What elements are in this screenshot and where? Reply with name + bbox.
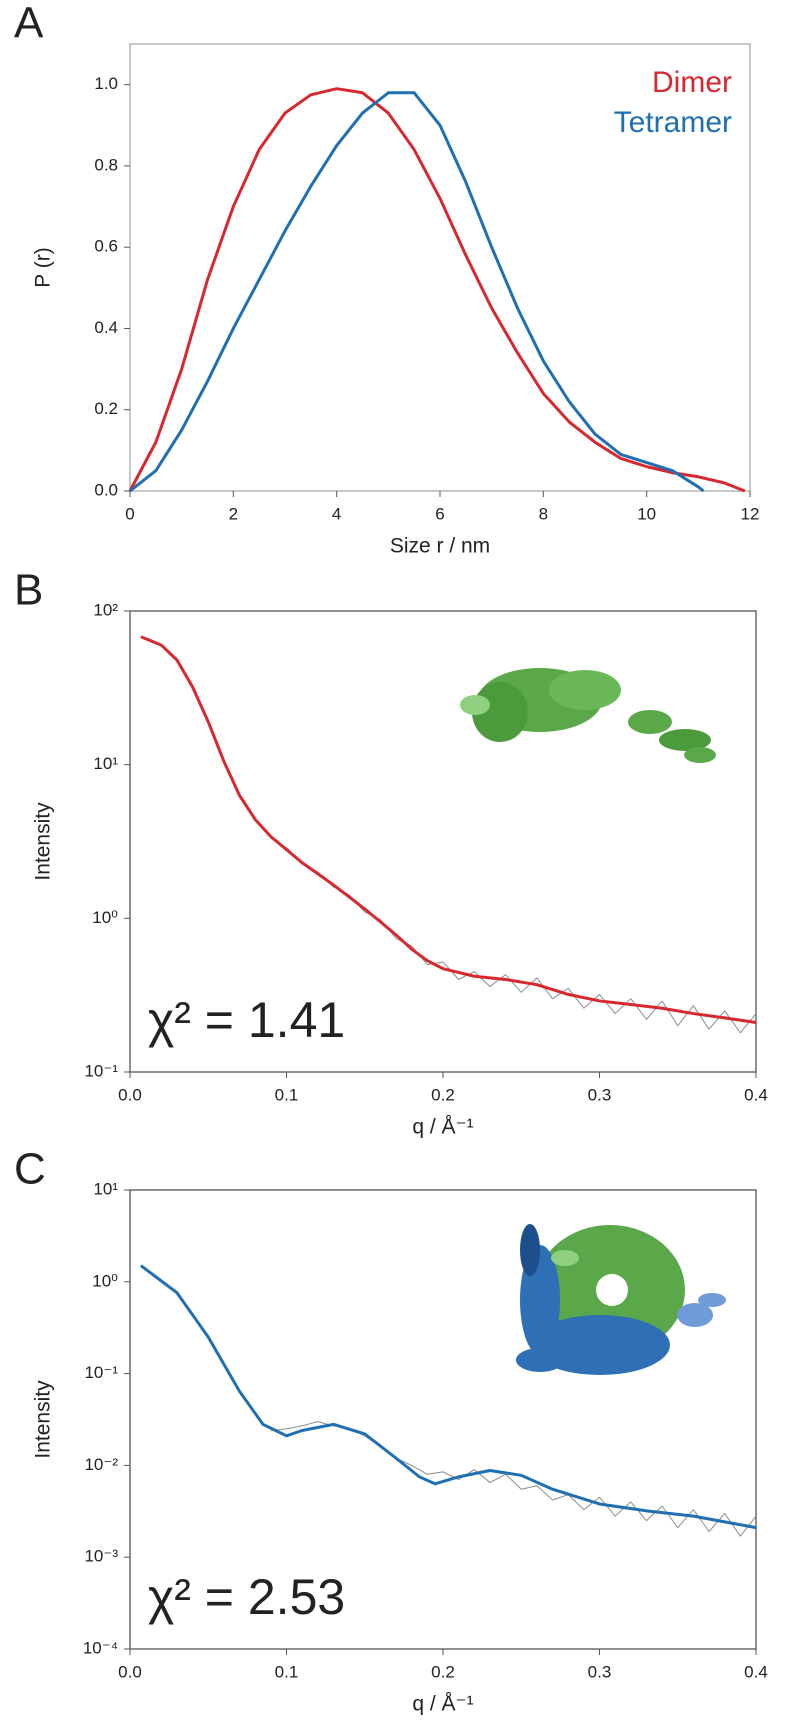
x-tick-label: 12 [741, 504, 760, 523]
y-tick-label: 0.0 [94, 480, 118, 499]
annotation: χ² = 2.53 [148, 1569, 345, 1625]
y-tick-label: 10⁻² [84, 1455, 118, 1474]
x-tick-label: 6 [435, 504, 444, 523]
x-tick-label: 0.2 [431, 1662, 455, 1681]
x-axis-label: Size r / nm [390, 535, 490, 558]
y-axis-label: P (r) [32, 247, 55, 287]
data-line [129, 91, 705, 493]
y-tick-label: 10⁰ [92, 1271, 118, 1290]
x-tick-label: 0.3 [588, 1085, 612, 1104]
x-tick-label: 0.0 [118, 1662, 142, 1681]
x-tick-label: 0.1 [275, 1085, 299, 1104]
y-tick-label: 10⁰ [92, 908, 118, 927]
x-tick-label: 0.2 [431, 1085, 455, 1104]
y-tick-label: 10⁻³ [84, 1547, 118, 1566]
y-tick-label: 1.0 [94, 74, 118, 93]
data-line [270, 1421, 757, 1537]
data-line [140, 1264, 757, 1530]
x-tick-label: 10 [637, 504, 656, 523]
y-tick-label: 10¹ [93, 1179, 118, 1198]
x-tick-label: 0 [125, 504, 134, 523]
x-tick-label: 0.0 [118, 1085, 142, 1104]
x-tick-label: 8 [539, 504, 548, 523]
panel-label: A [14, 0, 44, 48]
data-line [128, 87, 746, 493]
y-tick-label: 10⁻⁴ [83, 1638, 118, 1657]
y-tick-label: 10² [93, 600, 118, 619]
y-tick-label: 10⁻¹ [84, 1061, 118, 1080]
x-tick-label: 0.1 [275, 1662, 299, 1681]
y-tick-label: 10⁻¹ [84, 1363, 118, 1382]
annotation: χ² = 1.41 [148, 992, 345, 1048]
protein-model-dimer [460, 668, 716, 763]
data-line [286, 846, 757, 1034]
x-tick-label: 0.4 [744, 1662, 768, 1681]
y-axis-label: Intensity [32, 1380, 55, 1459]
x-tick-label: 0.3 [588, 1662, 612, 1681]
x-tick-label: 2 [229, 504, 238, 523]
legend-entry: Tetramer [614, 106, 732, 139]
data-line [140, 635, 757, 1024]
protein-model-tetramer [516, 1224, 726, 1375]
legend-entry: Dimer [652, 66, 732, 99]
y-tick-label: 0.6 [94, 237, 118, 256]
y-tick-label: 0.8 [94, 155, 118, 174]
x-axis-label: q / Å⁻¹ [412, 1116, 473, 1139]
x-tick-label: 0.4 [744, 1085, 768, 1104]
y-tick-label: 0.4 [94, 318, 118, 337]
panel-label: C [14, 1145, 46, 1194]
y-tick-label: 10¹ [93, 754, 118, 773]
y-axis-label: Intensity [32, 802, 55, 881]
panel-label: B [14, 566, 43, 615]
x-tick-label: 4 [332, 504, 341, 523]
x-axis-label: q / Å⁻¹ [412, 1693, 473, 1716]
y-tick-label: 0.2 [94, 399, 118, 418]
